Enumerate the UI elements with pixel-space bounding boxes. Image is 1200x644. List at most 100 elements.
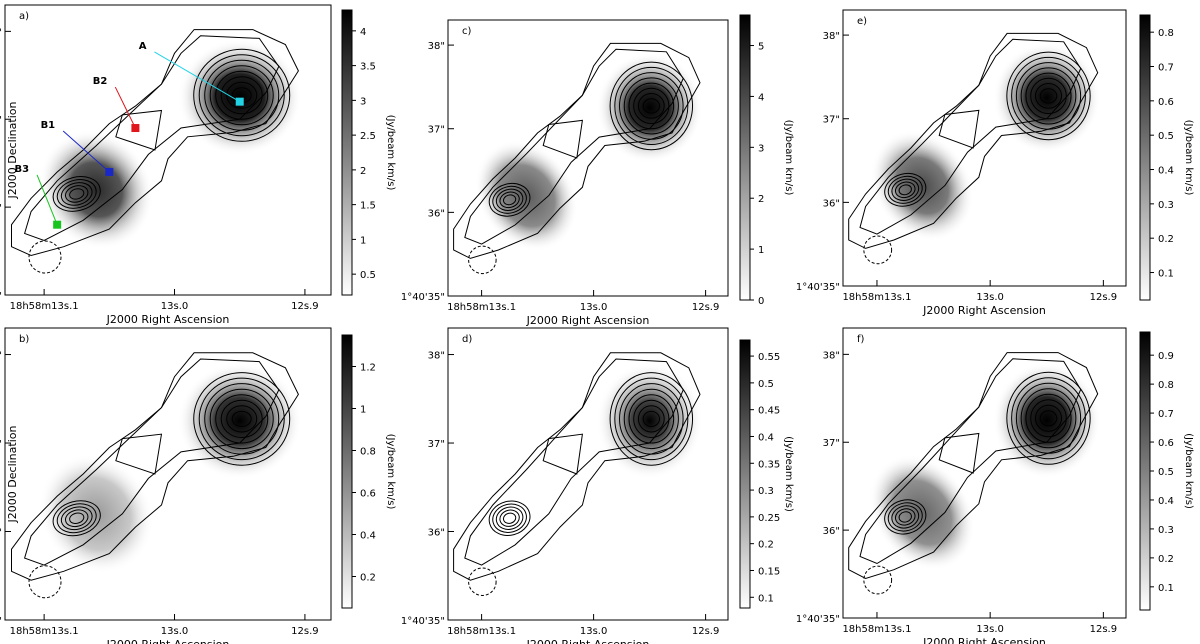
x-axis-label: J2000 Right Ascension	[922, 304, 1046, 317]
contours	[848, 352, 1099, 580]
contour-south-1	[488, 182, 531, 217]
contour-south-4	[895, 181, 916, 199]
beam-circle	[468, 245, 497, 275]
emission-main-core	[992, 42, 1101, 154]
panel-label: d)	[462, 334, 472, 345]
ra-tick-label: 13s.0	[580, 626, 607, 637]
colorbar-tick-label: 0.15	[758, 566, 780, 577]
plot-frame	[4, 4, 332, 296]
colorbar	[341, 334, 353, 609]
dec-tick-label: 38"	[0, 27, 2, 38]
contour-main-4	[623, 77, 679, 135]
contour-main-3	[619, 383, 684, 455]
contour-main-7	[226, 405, 258, 433]
panel-f: f) 38" 37" 36" 1°40'35"18h58m13s.1 13s.0 12s.9…	[796, 327, 1194, 644]
colorbar-tick-label: 0.2	[1158, 554, 1174, 565]
contour-main-4	[209, 388, 274, 450]
contour-south-1	[52, 176, 101, 212]
dec-tick-label: 37"	[823, 438, 840, 449]
contour-south-3	[495, 188, 524, 211]
x-axis-label: J2000 Right Ascension	[526, 314, 650, 327]
dec-tick-label: 1°40'35"	[796, 614, 840, 625]
contour-second	[23, 35, 280, 242]
colorbar-tick-label: 1.2	[360, 363, 376, 374]
contour-main-8	[642, 410, 660, 427]
colorbar-tick-label: 0.1	[1158, 583, 1174, 594]
panel-label: f)	[857, 334, 865, 345]
contour-south-4	[65, 509, 89, 528]
ra-tick-label: 12s.9	[692, 626, 719, 637]
colorbar-tick-label: 0.9	[1158, 351, 1174, 362]
contour-south-3	[891, 505, 920, 529]
colorbar	[739, 14, 751, 301]
colorbar-tick-label: 2.5	[360, 131, 376, 142]
colorbar-title: (Jy/beam km/s)	[783, 436, 794, 512]
contour-main-7	[226, 81, 258, 109]
ra-tick-label: 13s.0	[976, 292, 1003, 303]
emission-main-core	[177, 39, 302, 156]
dec-tick-label: 36"	[0, 528, 2, 539]
panel-label: a)	[19, 11, 29, 22]
contour-south-2	[56, 503, 97, 534]
colorbar-tick-label: 0.8	[1158, 28, 1174, 39]
colorbar-tick-label: 0.2	[1158, 234, 1174, 245]
contour-outer	[453, 42, 701, 259]
emission-main-core	[992, 362, 1101, 479]
panel-a: a) 38" 37" 36" 1°40'35" 18h58m13s.1 13s.0 12s.9…	[0, 4, 396, 326]
contour-south-2	[56, 179, 97, 209]
contour-south-2	[887, 175, 923, 204]
contour-south-5	[502, 512, 517, 524]
colorbar-tick-label: 0.2	[360, 573, 376, 584]
colorbar-tick-label: 0.7	[1158, 63, 1174, 74]
marker-A	[235, 97, 244, 106]
contour-south-1	[884, 499, 927, 535]
colorbar-tick-label: 0.4	[1158, 166, 1174, 177]
contour-south-1	[884, 172, 927, 207]
contour-outer	[848, 32, 1099, 249]
contour-main-7	[1034, 83, 1063, 109]
contour-main-1	[609, 61, 694, 151]
contour-south-5	[69, 512, 85, 524]
marker-label-B2: B2	[93, 76, 108, 87]
contour-main-2	[1011, 377, 1086, 460]
beam-circle	[28, 565, 62, 599]
colorbar-title: (Jy/beam km/s)	[1183, 433, 1194, 509]
marker-leader-B2	[114, 86, 136, 129]
colorbar-tick-label: 4	[758, 92, 764, 103]
colorbar-tick-label: 0.55	[758, 352, 780, 363]
y-axis-label: J2000 Declination	[6, 102, 19, 200]
panel-b: b) 38" 37" 36" 1°40'35" 18h58m13s.1 13s.0 12s.9…	[0, 327, 396, 644]
ra-tick-label: 13s.0	[976, 624, 1003, 635]
contour-main-8	[642, 98, 660, 114]
contour-main-5	[215, 394, 269, 444]
colorbar-title: (Jy/beam km/s)	[385, 434, 396, 510]
colorbar-tick-label: 0.6	[360, 489, 376, 500]
contour-second	[464, 48, 684, 245]
contour-main-5	[215, 70, 269, 120]
ra-tick-label: 18h58m13s.1	[447, 302, 516, 313]
contour-south-4	[65, 185, 89, 203]
marker-leader-A	[154, 51, 240, 103]
colorbar-tick-label: 0	[758, 296, 764, 307]
emission-main-core	[596, 362, 703, 480]
contour-main-4	[623, 388, 679, 450]
colorbar-tick-label: 0.8	[360, 447, 376, 458]
dec-tick-label: 37"	[428, 125, 445, 136]
contour-main-5	[1025, 393, 1072, 443]
ra-tick-label: 13s.0	[161, 626, 188, 637]
marker-label-A: A	[139, 41, 147, 52]
contours	[848, 32, 1099, 249]
contour-main-3	[619, 72, 684, 140]
colorbar-tick-label: 0.4	[360, 531, 376, 542]
dec-tick-label: 38"	[428, 351, 445, 362]
beam-circle	[863, 565, 893, 595]
marker-label-B1: B1	[41, 120, 56, 131]
contours	[11, 29, 299, 257]
colorbar-tick-label: 0.2	[758, 540, 774, 551]
contour-main-4	[1020, 388, 1077, 449]
contour-main-6	[633, 87, 670, 125]
contour-second	[23, 358, 280, 566]
contour-main-8	[1039, 410, 1058, 427]
contour-hole	[542, 119, 583, 159]
